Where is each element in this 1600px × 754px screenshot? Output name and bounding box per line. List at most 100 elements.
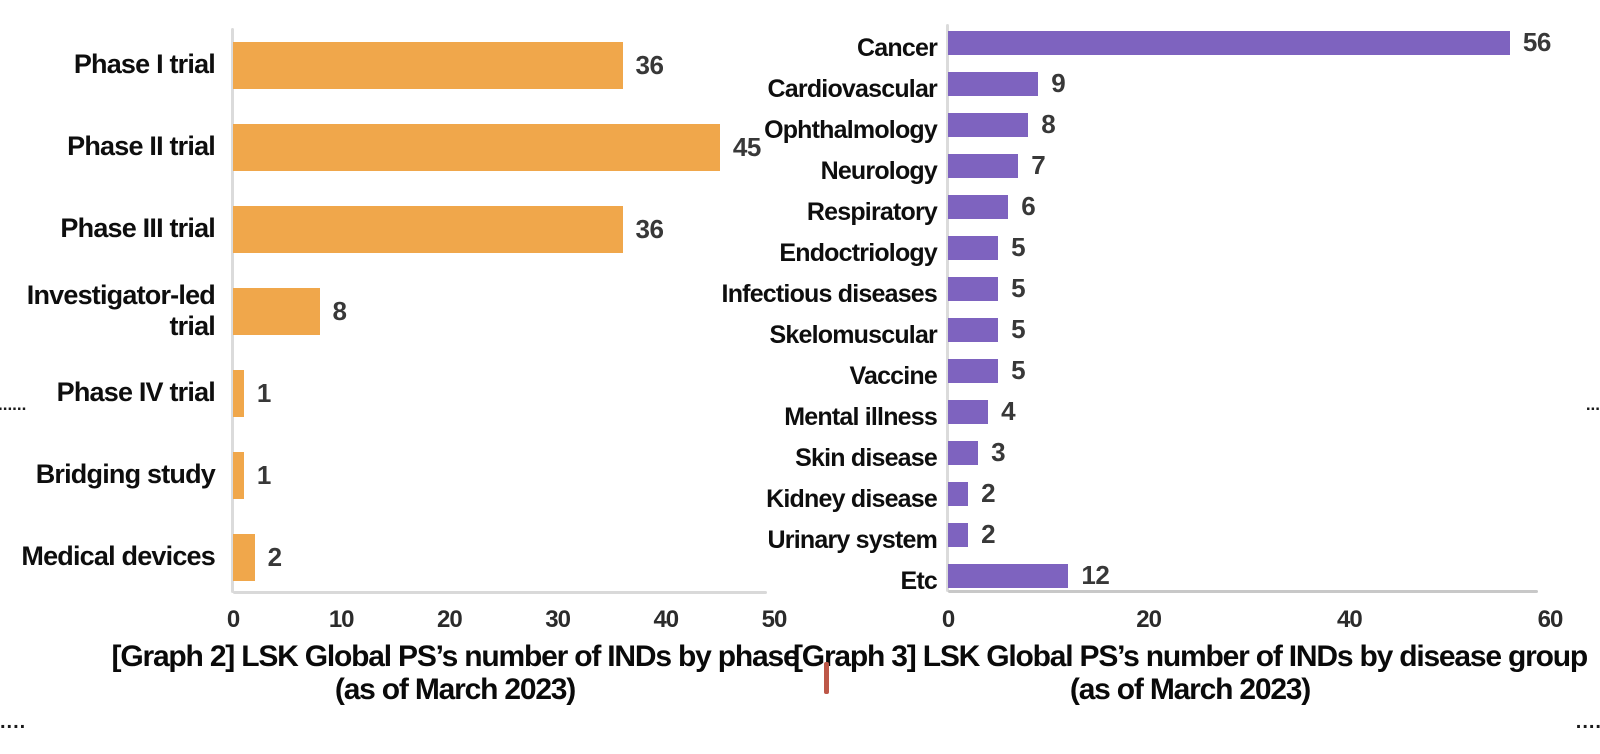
bar-zone: 2 <box>233 533 774 581</box>
x-tick-label: 20 <box>1136 606 1162 633</box>
bar <box>948 481 969 506</box>
value-label: 3 <box>991 437 1006 467</box>
category-label: Cancer <box>857 34 938 63</box>
bar-zone: 56 <box>948 27 1551 58</box>
chart-row: Phase IV trial 1 <box>0 352 800 434</box>
category-label: Phase II trial <box>67 131 216 162</box>
category-label: Skelomuscular <box>769 321 938 350</box>
category-label: Neurology <box>820 157 938 186</box>
bar <box>948 235 999 260</box>
bar <box>948 399 989 424</box>
value-label: 8 <box>1041 109 1056 139</box>
bar-zone: 36 <box>233 41 774 89</box>
value-label: 1 <box>256 377 271 408</box>
chart-row: Skelomuscular 5 <box>680 309 1600 350</box>
category-label: Cardiovascular <box>767 75 938 104</box>
chart-row: Phase III trial 36 <box>0 188 800 270</box>
x-tick-label: 50 <box>761 606 788 633</box>
bar-zone: 3 <box>948 437 1550 468</box>
category-label: Vaccine <box>849 362 937 391</box>
value-label: 5 <box>1011 232 1026 262</box>
chart-row: Bridging study 1 <box>0 434 800 516</box>
x-tick-label: 30 <box>545 606 571 633</box>
value-label: 12 <box>1081 560 1110 590</box>
bar <box>948 30 1510 55</box>
value-label: 8 <box>332 295 347 326</box>
bar-zone: 2 <box>948 478 1550 509</box>
chart-row: Vaccine 5 <box>680 350 1600 391</box>
bar-zone: 7 <box>948 150 1550 181</box>
chart-title: [Graph 2] LSK Global PS’s number of INDs… <box>111 640 800 673</box>
bar-zone: 36 <box>233 205 774 253</box>
category-label: Skin disease <box>795 444 938 473</box>
bar-zone: 5 <box>948 232 1550 263</box>
bar-zone: 1 <box>233 451 774 499</box>
category-label: Phase IV trial <box>56 377 216 408</box>
x-tick-label: 40 <box>1336 606 1363 633</box>
bar <box>948 563 1069 588</box>
chart-row: Respiratory 6 <box>680 186 1600 227</box>
chart-title: [Graph 3] LSK Global PS’s number of INDs… <box>793 640 1588 673</box>
category-label: Endoctriology <box>779 239 937 268</box>
bar-zone: 2 <box>948 519 1550 550</box>
chart-row: Endoctriology 5 <box>680 227 1600 268</box>
category-label: Phase I trial <box>73 49 216 80</box>
bar-zone: 1 <box>233 369 774 417</box>
bar <box>233 533 255 581</box>
bar-zone: 8 <box>233 287 774 335</box>
x-tick-label: 20 <box>437 606 463 633</box>
chart-row: Skin disease 3 <box>680 432 1600 473</box>
bar <box>948 358 999 383</box>
chart-row: Infectious diseases 5 <box>680 268 1600 309</box>
value-label: 2 <box>981 519 996 549</box>
bar-zone: 5 <box>948 273 1550 304</box>
bar <box>233 287 320 335</box>
chart-row: Ophthalmology 8 <box>680 104 1600 145</box>
x-tick-label: 0 <box>941 606 955 633</box>
category-label: Investigator-led trial <box>26 279 216 341</box>
bar-zone: 45 <box>233 123 774 171</box>
chart-inds-by-disease-group: Cancer 56 Cardiovascular 9 Ophthalmology 8 Neu… <box>680 0 1600 754</box>
value-label: 2 <box>267 541 282 572</box>
chart-row: Kidney disease 2 <box>680 473 1600 514</box>
x-ticks: 0 10 20 30 40 50 <box>227 606 788 638</box>
chart-title-block: [Graph 2] LSK Global PS’s number of INDs… <box>75 640 835 706</box>
category-label: Bridging study <box>35 459 216 490</box>
page-edge-dots-bottom-left: .... <box>0 711 27 733</box>
bar <box>948 153 1019 178</box>
bar <box>233 451 244 499</box>
chart-subtitle: (as of March 2023) <box>334 673 576 706</box>
chart-rows: Phase I trial 36 Phase II trial 45 Phase III… <box>0 24 800 598</box>
y-axis-line <box>946 24 949 592</box>
bar <box>948 440 979 465</box>
category-label: Respiratory <box>806 198 938 227</box>
bar-zone: 9 <box>948 68 1550 99</box>
category-label: Etc <box>900 567 937 596</box>
chart-title-block: [Graph 3] LSK Global PS’s number of INDs… <box>770 640 1600 706</box>
bar-zone: 8 <box>948 109 1550 140</box>
x-tick-label: 10 <box>328 606 355 633</box>
chart-row: Phase II trial 45 <box>0 106 800 188</box>
value-label: 36 <box>635 49 664 80</box>
page-edge-dots-left: ...... <box>0 395 27 414</box>
page-edge-dots-bottom-right: .... <box>1575 711 1600 733</box>
category-label: Infectious diseases <box>721 280 938 309</box>
bar-zone: 12 <box>948 560 1550 591</box>
bar <box>233 205 623 253</box>
value-label: 7 <box>1031 150 1046 180</box>
category-label: Phase III trial <box>60 213 215 244</box>
value-label: 9 <box>1051 68 1066 98</box>
value-label: 1 <box>256 459 271 490</box>
category-label: Kidney disease <box>766 485 938 514</box>
bar <box>948 276 999 301</box>
bar-zone: 6 <box>948 191 1550 222</box>
bar-zone: 5 <box>948 355 1550 386</box>
red-tick-mark <box>824 662 829 694</box>
chart-rows: Cancer 56 Cardiovascular 9 Ophthalmology 8 Neu… <box>680 22 1600 596</box>
chart-row: Etc 12 <box>680 555 1600 596</box>
chart-row: Mental illness 4 <box>680 391 1600 432</box>
x-axis-line <box>233 591 767 594</box>
x-ticks: 0 20 40 60 <box>942 606 1564 638</box>
x-tick-label: 60 <box>1537 606 1564 633</box>
